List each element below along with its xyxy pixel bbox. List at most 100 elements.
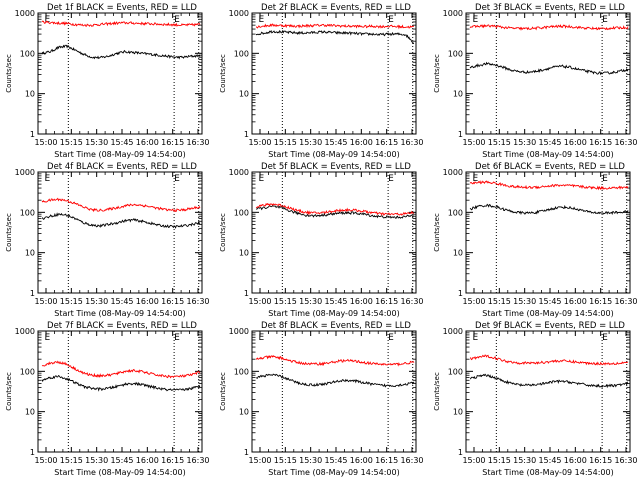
x-tick-label: 15:45 bbox=[538, 138, 561, 147]
x-tick-label: 16:30 bbox=[614, 297, 637, 306]
plot-frame bbox=[251, 330, 417, 453]
y-tick-label: 100 bbox=[448, 367, 463, 376]
y-axis-label: Counts/sec bbox=[219, 54, 227, 93]
event-marker-label: E bbox=[473, 333, 479, 343]
y-axis-label: Counts/sec bbox=[433, 213, 441, 252]
y-tick-label: 1 bbox=[244, 289, 249, 298]
y-tick-label: 1000 bbox=[15, 168, 35, 177]
series-line-lld bbox=[469, 180, 629, 191]
x-tick-label: 16:30 bbox=[186, 297, 209, 306]
event-marker-label: E bbox=[259, 333, 265, 343]
y-axis-label: Counts/sec bbox=[219, 372, 227, 411]
event-marker-label: E bbox=[174, 15, 180, 25]
x-tick-label: 15:45 bbox=[538, 456, 561, 465]
x-tick-label: 16:00 bbox=[136, 138, 159, 147]
event-marker-label: E bbox=[174, 333, 180, 343]
event-marker-label: E bbox=[174, 174, 180, 184]
y-tick-label: 1 bbox=[244, 130, 249, 139]
detector-panel-5: Det 5f BLACK = Events, RED = LLD Counts/s… bbox=[219, 162, 424, 318]
x-tick-label: 16:15 bbox=[375, 138, 398, 147]
y-tick-label: 100 bbox=[234, 208, 249, 217]
y-tick-label: 10 bbox=[453, 90, 463, 99]
x-axis-label: Start Time (08-May-09 14:54:00) bbox=[54, 309, 185, 318]
series-line-lld bbox=[256, 23, 415, 30]
y-tick-label: 10 bbox=[239, 249, 249, 258]
y-tick-label: 1000 bbox=[443, 168, 463, 177]
x-tick-label: 16:00 bbox=[350, 456, 373, 465]
y-tick-label: 1000 bbox=[443, 9, 463, 18]
x-axis-label: Start Time (08-May-09 14:54:00) bbox=[54, 468, 185, 477]
x-tick-label: 15:30 bbox=[299, 297, 322, 306]
x-tick-label: 15:30 bbox=[85, 297, 108, 306]
series-line-lld bbox=[469, 24, 629, 31]
x-tick-label: 15:30 bbox=[85, 138, 108, 147]
x-tick-label: 16:30 bbox=[400, 138, 423, 147]
series-line-lld bbox=[41, 360, 201, 379]
plot-frame bbox=[37, 12, 203, 135]
x-tick-label: 16:30 bbox=[186, 456, 209, 465]
x-tick-label: 15:45 bbox=[110, 456, 133, 465]
x-tick-label: 16:00 bbox=[564, 456, 587, 465]
y-tick-label: 1000 bbox=[229, 168, 249, 177]
x-tick-label: 15:30 bbox=[85, 456, 108, 465]
x-tick-label: 16:30 bbox=[186, 138, 209, 147]
panel-title: Det 8f BLACK = Events, RED = LLD bbox=[261, 321, 411, 331]
y-tick-label: 10 bbox=[239, 408, 249, 417]
x-tick-label: 16:00 bbox=[350, 297, 373, 306]
detector-panel-6: Det 6f BLACK = Events, RED = LLD Counts/s… bbox=[433, 162, 638, 318]
x-axis-label: Start Time (08-May-09 14:54:00) bbox=[268, 309, 399, 318]
panel-title: Det 9f BLACK = Events, RED = LLD bbox=[475, 321, 625, 331]
x-tick-label: 15:15 bbox=[60, 456, 83, 465]
y-tick-label: 100 bbox=[448, 49, 463, 58]
plot-frame bbox=[251, 12, 417, 135]
x-tick-label: 15:45 bbox=[324, 297, 347, 306]
plot-frame bbox=[465, 12, 631, 135]
series-line-lld bbox=[255, 202, 415, 216]
y-tick-label: 1000 bbox=[15, 327, 35, 336]
series-line-lld bbox=[256, 355, 415, 367]
x-tick-label: 15:45 bbox=[110, 297, 133, 306]
y-tick-label: 100 bbox=[20, 208, 35, 217]
panel-title: Det 1f BLACK = Events, RED = LLD bbox=[47, 3, 197, 13]
panel-title: Det 6f BLACK = Events, RED = LLD bbox=[475, 162, 625, 172]
x-axis-label: Start Time (08-May-09 14:54:00) bbox=[54, 150, 185, 159]
x-tick-label: 16:15 bbox=[375, 456, 398, 465]
x-tick-label: 15:00 bbox=[248, 297, 271, 306]
event-marker-label: E bbox=[388, 15, 394, 25]
x-tick-label: 15:15 bbox=[60, 297, 83, 306]
y-tick-label: 1000 bbox=[229, 327, 249, 336]
x-axis-label: Start Time (08-May-09 14:54:00) bbox=[482, 468, 613, 477]
event-marker-label: E bbox=[602, 174, 608, 184]
x-tick-label: 15:00 bbox=[462, 138, 485, 147]
y-tick-label: 1 bbox=[458, 130, 463, 139]
x-tick-label: 15:45 bbox=[110, 138, 133, 147]
x-tick-label: 16:15 bbox=[161, 297, 184, 306]
event-marker-label: E bbox=[602, 15, 608, 25]
plot-frame bbox=[465, 330, 631, 453]
y-tick-label: 1 bbox=[30, 289, 35, 298]
series-line-events bbox=[255, 373, 415, 388]
detector-panel-2: Det 2f BLACK = Events, RED = LLD Counts/s… bbox=[219, 3, 424, 159]
event-marker-label: E bbox=[45, 333, 51, 343]
y-tick-label: 100 bbox=[234, 367, 249, 376]
x-tick-label: 16:15 bbox=[589, 138, 612, 147]
x-tick-label: 16:00 bbox=[350, 138, 373, 147]
x-tick-label: 16:15 bbox=[589, 297, 612, 306]
series-line-lld bbox=[41, 197, 201, 213]
event-marker-label: E bbox=[473, 15, 479, 25]
panel-title: Det 7f BLACK = Events, RED = LLD bbox=[47, 321, 197, 331]
event-marker-label: E bbox=[259, 174, 265, 184]
detector-panel-3: Det 3f BLACK = Events, RED = LLD Counts/s… bbox=[433, 3, 638, 159]
event-marker-label: E bbox=[388, 174, 394, 184]
x-tick-label: 15:45 bbox=[538, 297, 561, 306]
event-marker-label: E bbox=[473, 174, 479, 184]
x-tick-label: 15:15 bbox=[488, 297, 511, 306]
x-tick-label: 15:30 bbox=[299, 456, 322, 465]
x-tick-label: 15:45 bbox=[324, 138, 347, 147]
x-tick-label: 16:00 bbox=[136, 456, 159, 465]
y-tick-label: 1 bbox=[458, 448, 463, 457]
plot-frame bbox=[37, 330, 203, 453]
y-tick-label: 1 bbox=[458, 289, 463, 298]
x-tick-label: 15:00 bbox=[34, 297, 57, 306]
x-tick-label: 16:30 bbox=[400, 456, 423, 465]
